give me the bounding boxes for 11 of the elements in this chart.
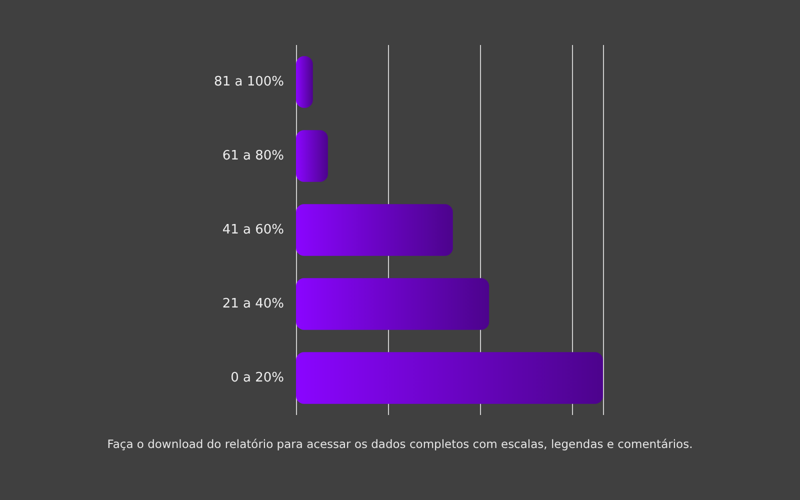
y-tick-label: 41 a 60% bbox=[222, 222, 284, 238]
text: Faça o download do relatório para acessar os dados completos com escalas, legendas e comentários. bbox=[107, 437, 693, 451]
bar bbox=[296, 56, 313, 108]
bar bbox=[296, 278, 490, 330]
bar bbox=[296, 204, 453, 256]
y-tick-label: 0 a 20% bbox=[230, 370, 284, 386]
bar bbox=[296, 352, 603, 404]
y-tick-label: 81 a 100% bbox=[214, 74, 284, 90]
y-tick-label: 61 a 80% bbox=[222, 148, 284, 164]
bar bbox=[296, 130, 328, 182]
y-tick-label: 21 a 40% bbox=[222, 296, 284, 312]
